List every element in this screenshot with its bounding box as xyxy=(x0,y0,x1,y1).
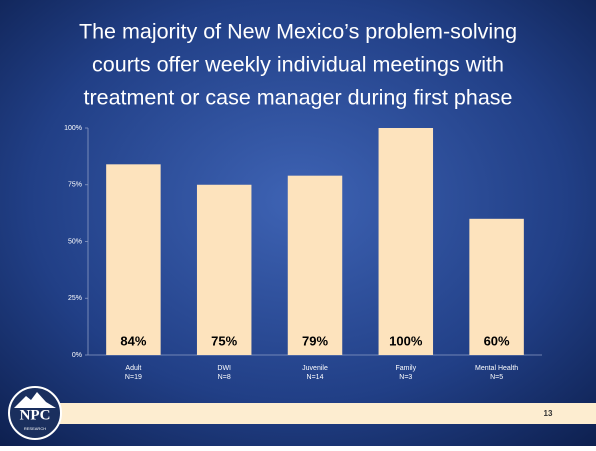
value-label: 79% xyxy=(302,333,328,348)
chart-title: treatment or case manager during first p… xyxy=(83,86,512,110)
x-tick-label: Adult xyxy=(125,365,141,372)
chart-title: The majority of New Mexico’s problem-sol… xyxy=(79,20,517,44)
y-tick-label: 100% xyxy=(64,125,82,132)
x-tick-label: DWI xyxy=(217,365,231,372)
bar xyxy=(106,164,161,355)
logo-subtext: RESEARCH xyxy=(24,426,46,431)
logo-text: NPC xyxy=(20,407,51,423)
value-label: 100% xyxy=(389,333,423,348)
x-tick-note: N=5 xyxy=(490,374,503,381)
x-tick-label: Juvenile xyxy=(302,365,328,372)
value-label: 75% xyxy=(211,333,237,348)
bar xyxy=(287,175,343,355)
logo-mountain xyxy=(14,392,56,408)
x-tick-note: N=8 xyxy=(218,374,231,381)
y-tick-label: 75% xyxy=(68,182,82,189)
x-tick-label: Mental Health xyxy=(475,365,518,372)
footer-bar xyxy=(58,403,596,424)
value-label: 60% xyxy=(484,333,510,348)
bar xyxy=(378,128,434,355)
x-tick-note: N=19 xyxy=(125,374,142,381)
bar xyxy=(469,218,524,355)
page-number: 13 xyxy=(544,409,553,418)
y-tick-label: 25% xyxy=(68,295,82,302)
chart-title: courts offer weekly individual meetings … xyxy=(92,53,504,77)
x-tick-note: N=3 xyxy=(399,374,412,381)
x-tick-label: Family xyxy=(395,365,416,372)
value-label: 84% xyxy=(120,333,146,348)
y-tick-label: 50% xyxy=(68,238,82,245)
y-tick-label: 0% xyxy=(72,352,82,359)
x-tick-note: N=14 xyxy=(307,374,324,381)
bar xyxy=(196,184,252,355)
